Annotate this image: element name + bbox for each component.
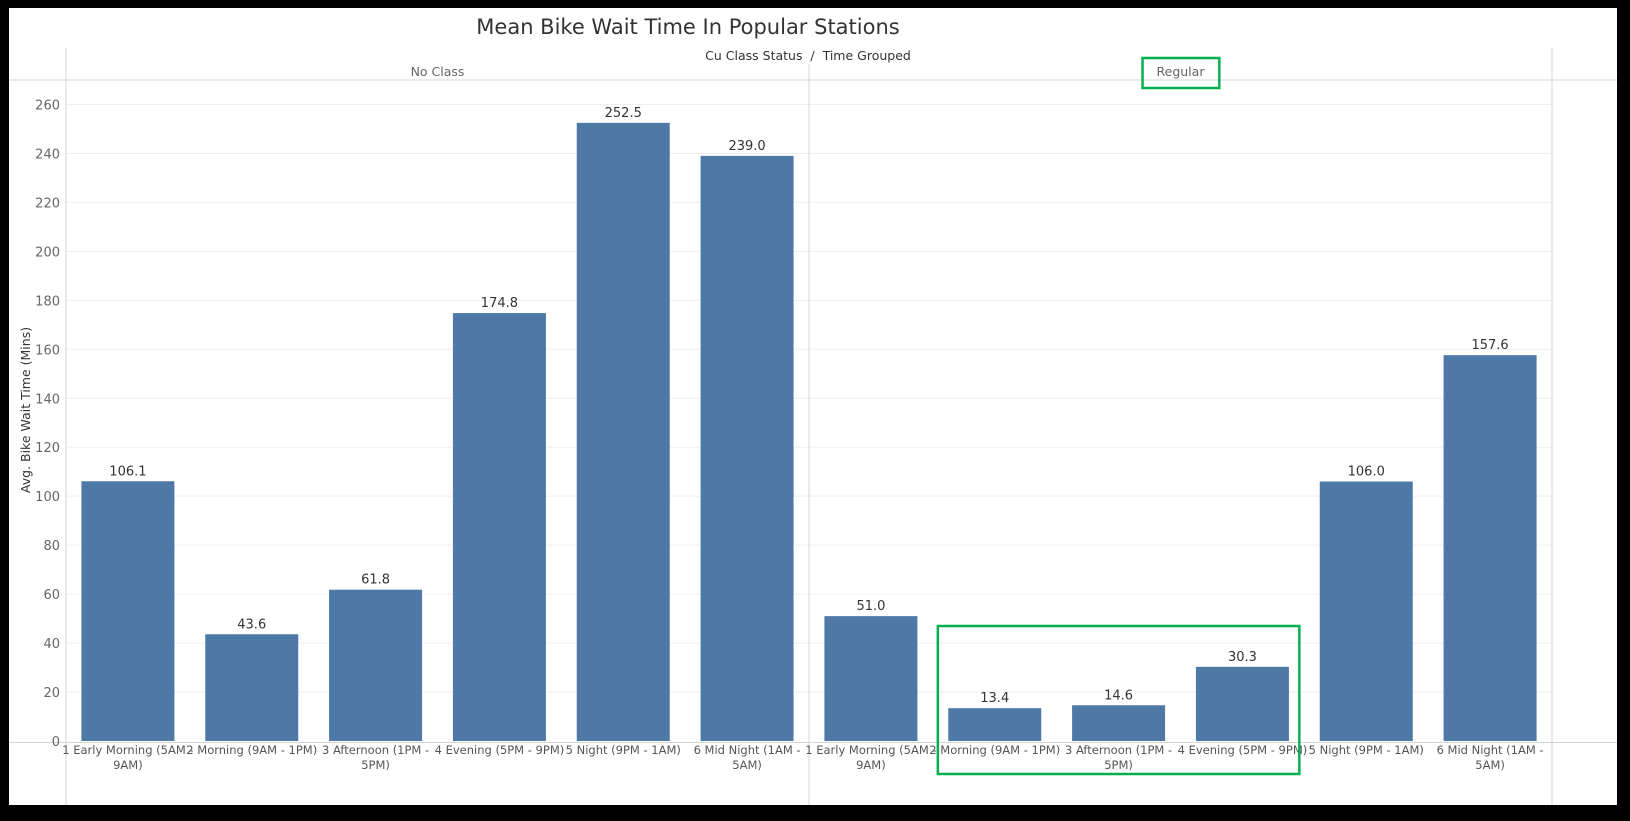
x-category-label: 5AM): [732, 758, 762, 772]
highlight-boxes: [936, 56, 1301, 776]
y-tick-label: 140: [35, 392, 60, 407]
x-category-label: 1 Early Morning (5AM -: [62, 743, 193, 757]
x-category-label: 6 Mid Night (1AM -: [1437, 743, 1544, 757]
x-category-label: 6 Mid Night (1AM -: [694, 743, 801, 757]
bars: [81, 122, 1537, 742]
bar-chart: Mean Bike Wait Time In Popular Stations …: [9, 15, 1617, 805]
x-category-label: 5PM): [1104, 758, 1133, 772]
data-labels: 106.1 43.6 61.8 174.8 252.5 239.0 51.0 13.4 14.6…: [109, 106, 1508, 706]
bar-value-label: 13.4: [980, 691, 1009, 706]
bar: [329, 589, 423, 741]
x-category-label: 1 Early Morning (5AM -: [805, 743, 936, 757]
y-tick-label: 120: [35, 441, 60, 456]
x-category-label: 5AM): [1475, 758, 1505, 772]
x-category-label: 9AM): [113, 758, 143, 772]
x-category-label: 9AM): [856, 758, 886, 772]
y-tick-label: 80: [43, 539, 60, 554]
chart-title: Mean Bike Wait Time In Popular Stations: [476, 15, 899, 39]
bar: [1319, 481, 1413, 741]
bar: [1072, 705, 1166, 741]
y-axis-ticks: 0 20 40 60 80 100 120 140 160 180 200 220 240 260: [35, 98, 60, 750]
x-category-label: 4 Evening (5PM - 9PM): [1178, 743, 1308, 757]
x-category-label: 2 Morning (9AM - 1PM): [929, 743, 1060, 757]
bar-value-label: 157.6: [1471, 338, 1508, 353]
y-tick-label: 240: [35, 147, 60, 162]
y-tick-label: 200: [35, 245, 60, 260]
bar-value-label: 51.0: [856, 599, 885, 614]
bar-value-label: 239.0: [728, 139, 765, 154]
y-tick-label: 180: [35, 294, 60, 309]
bar: [81, 481, 175, 741]
bar: [205, 634, 299, 741]
x-category-label: 3 Afternoon (1PM -: [322, 743, 429, 757]
highlight-box: [936, 624, 1301, 776]
bar: [948, 708, 1042, 741]
pane-dividers: [9, 48, 1617, 805]
bar-value-label: 14.6: [1104, 688, 1133, 703]
group-header: Regular: [1157, 64, 1206, 79]
y-tick-label: 100: [35, 490, 60, 505]
bar-value-label: 61.8: [361, 573, 390, 588]
bar: [1443, 355, 1537, 741]
y-tick-label: 260: [35, 98, 60, 113]
x-category-label: 5 Night (9PM - 1AM): [1309, 743, 1424, 757]
x-category-label: 3 Afternoon (1PM -: [1065, 743, 1172, 757]
bar-value-label: 30.3: [1228, 650, 1257, 665]
bar: [1195, 666, 1289, 741]
y-tick-label: 220: [35, 196, 60, 211]
highlight-box: [1141, 56, 1221, 90]
bar-value-label: 106.1: [109, 464, 146, 479]
column-header: Cu Class Status / Time Grouped: [705, 48, 911, 63]
y-tick-label: 20: [43, 686, 60, 701]
bar: [700, 155, 794, 742]
chart-frame: Mean Bike Wait Time In Popular Stations …: [9, 8, 1617, 805]
x-category-label: 4 Evening (5PM - 9PM): [435, 743, 565, 757]
bar-value-label: 174.8: [481, 296, 518, 311]
x-axis-categories: 1 Early Morning (5AM -9AM)2 Morning (9AM…: [62, 743, 1543, 772]
group-headers: No Class Regular: [411, 64, 1206, 79]
x-category-label: 2 Morning (9AM - 1PM): [186, 743, 317, 757]
y-tick-label: 60: [43, 588, 60, 603]
y-tick-label: 0: [52, 735, 60, 750]
group-header: No Class: [411, 64, 465, 79]
bar-value-label: 252.5: [605, 106, 642, 121]
bar: [576, 122, 670, 741]
y-tick-label: 40: [43, 637, 60, 652]
bar: [824, 616, 918, 741]
y-axis-label: Avg. Bike Wait Time (Mins): [18, 327, 33, 493]
x-category-label: 5 Night (9PM - 1AM): [566, 743, 681, 757]
y-tick-label: 160: [35, 343, 60, 358]
bar: [452, 313, 546, 741]
x-category-label: 5PM): [361, 758, 390, 772]
bar-value-label: 106.0: [1348, 464, 1385, 479]
bar-value-label: 43.6: [237, 617, 266, 632]
